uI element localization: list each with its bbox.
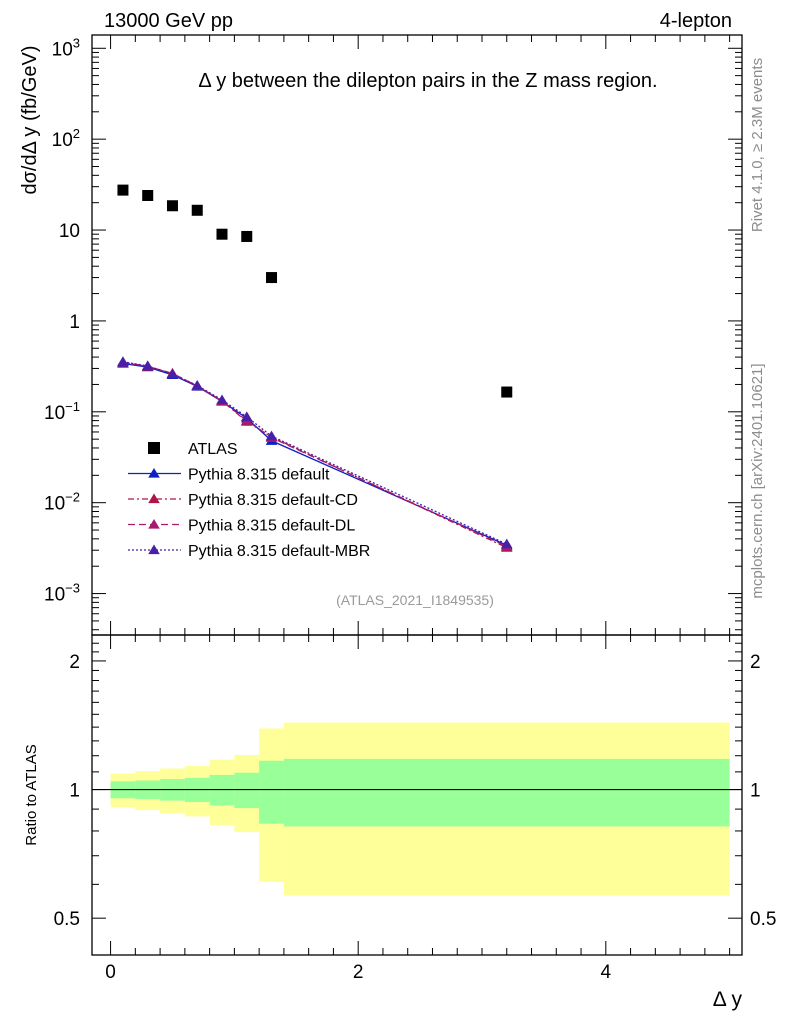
main-y-tick-label: 10 — [59, 221, 80, 242]
series-4-point — [141, 360, 154, 371]
main-y-tick-label: 10−3 — [44, 581, 80, 606]
tick-marks — [92, 35, 742, 955]
legend-marker-4 — [148, 544, 160, 555]
atlas-data-point — [501, 386, 513, 398]
watermark-label: (ATLAS_2021_I1849535) — [336, 592, 494, 608]
ratio-y-tick-label-left: 0.5 — [54, 909, 80, 930]
top-left-label: 13000 GeV pp — [104, 10, 233, 32]
x-tick-label: 4 — [601, 962, 612, 983]
ratio-plot-frame — [91, 634, 743, 956]
legend-marker-atlas — [148, 442, 160, 454]
atlas-data-point — [142, 189, 154, 201]
plot-title: Δ y between the dilepton pairs in the Z … — [198, 70, 657, 92]
ratio-y-tick-label-right: 2 — [750, 652, 761, 673]
legend-label: Pythia 8.315 default-CD — [188, 492, 358, 509]
legend-label: Pythia 8.315 default-DL — [188, 518, 355, 535]
series-4-point — [216, 394, 228, 405]
ratio-y-tick-label-right: 1 — [750, 781, 761, 802]
series-4-point — [500, 538, 513, 549]
series-layer — [117, 184, 513, 552]
series-4-point — [265, 430, 278, 441]
main-y-tick-label: 10−2 — [44, 490, 80, 515]
x-axis-label: Δ y — [713, 988, 743, 1011]
atlas-data-point — [117, 184, 129, 196]
ratio-green-band-6 — [259, 760, 284, 824]
tick-labels: 10−3 10−2 10−1 1 10 102 103 0.5 0.5 1 1 2 2 0 2 4 — [44, 35, 776, 983]
main-y-tick-label: 102 — [52, 126, 80, 151]
series-line-3 — [122, 361, 508, 548]
top-right-label: 4-lepton — [660, 10, 732, 32]
main-y-axis-label: dσ/dΔ y (fb/GeV) — [19, 45, 41, 194]
series-line-4 — [122, 361, 508, 545]
series-4-point — [240, 411, 253, 421]
x-tick-label: 2 — [353, 962, 364, 983]
series-4-point — [166, 368, 179, 379]
ratio-y-tick-label-left: 2 — [69, 652, 80, 673]
atlas-data-point — [166, 200, 178, 212]
series-4-point — [191, 379, 204, 390]
ratio-y-tick-label-left: 1 — [69, 781, 80, 802]
ratio-green-band-4 — [209, 774, 235, 806]
rivet-side-label: Rivet 4.1.0, ≥ 2.3M events — [749, 58, 766, 232]
ratio-green-band-5 — [234, 772, 260, 809]
legend-marker-2 — [148, 493, 160, 504]
legend-label: ATLAS — [188, 441, 238, 458]
legend-label: Pythia 8.315 default-MBR — [188, 543, 370, 560]
mcplots-side-label: mcplots.cern.ch [arXiv:2401.10621] — [749, 363, 766, 598]
x-tick-label: 0 — [105, 962, 116, 983]
ratio-y-axis-label: Ratio to ATLAS — [23, 744, 40, 845]
atlas-data-point — [241, 230, 253, 242]
main-y-tick-label: 103 — [52, 35, 80, 60]
main-y-tick-label: 1 — [69, 312, 80, 333]
series-4-point — [117, 356, 129, 366]
atlas-data-point — [216, 228, 228, 240]
atlas-data-point — [191, 204, 203, 216]
legend-label: Pythia 8.315 default — [188, 467, 330, 484]
legend-marker-1 — [148, 468, 160, 478]
main-y-tick-label: 10−1 — [44, 399, 80, 424]
ratio-bands — [92, 722, 742, 896]
legend-marker-3 — [148, 519, 160, 529]
legend: ATLAS Pythia 8.315 default Pythia 8.315 de… — [128, 441, 370, 560]
atlas-data-point — [266, 272, 278, 284]
ratio-green-band-7 — [283, 758, 730, 827]
ratio-y-tick-label-right: 0.5 — [750, 909, 776, 930]
